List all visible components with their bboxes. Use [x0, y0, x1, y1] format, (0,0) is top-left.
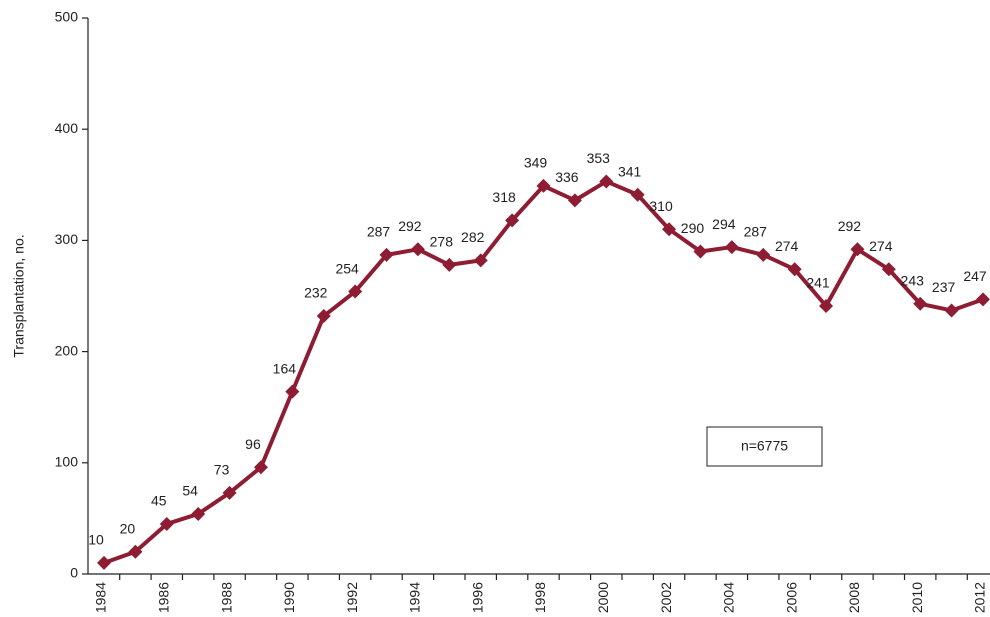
data-line: [103, 179, 984, 565]
y-tick-label: 500: [55, 9, 79, 25]
annotation: n=6775: [741, 438, 788, 454]
data-point: [662, 222, 677, 237]
data-point: [442, 257, 457, 272]
value-label: 292: [838, 218, 862, 234]
data-point: [97, 555, 111, 570]
annotation-box: [706, 426, 823, 467]
data-point: [724, 240, 739, 255]
x-tick-label: 2002: [658, 582, 674, 613]
x-tick-label: 1986: [155, 582, 171, 613]
value-label: 287: [367, 224, 391, 240]
value-label: 294: [712, 216, 736, 232]
x-tick-label: 1996: [469, 582, 485, 613]
value-label: 232: [304, 285, 328, 301]
y-tick-label: 300: [55, 231, 79, 247]
y-tick-label: 100: [55, 454, 79, 470]
data-point: [630, 187, 645, 202]
value-label: 241: [806, 275, 830, 291]
data-point: [191, 506, 206, 521]
value-label: 54: [182, 483, 198, 499]
data-point: [253, 460, 268, 475]
data-point: [850, 242, 865, 257]
x-tick-label: 2000: [595, 582, 611, 613]
value-label: 73: [214, 462, 230, 478]
value-label: 349: [524, 155, 548, 171]
x-tick-label: 2010: [909, 582, 925, 613]
data-point: [976, 292, 990, 307]
data-point: [379, 247, 394, 262]
y-tick-label: 200: [55, 342, 79, 358]
data-point: [944, 303, 959, 318]
value-label: 290: [681, 220, 705, 236]
value-label: 247: [963, 268, 987, 284]
x-tick-label: 1984: [93, 582, 109, 613]
data-point: [222, 485, 237, 500]
value-label: 237: [932, 279, 956, 295]
data-point: [599, 174, 614, 189]
data-point: [819, 299, 834, 314]
data-point: [410, 242, 425, 257]
value-label: 336: [555, 169, 579, 185]
data-point: [693, 244, 708, 259]
value-label: 292: [398, 218, 422, 234]
y-tick-label: 0: [70, 565, 78, 581]
data-point: [348, 284, 363, 299]
data-point: [913, 296, 928, 311]
value-label: 278: [430, 234, 454, 250]
value-label: 274: [775, 238, 799, 254]
value-label: 10: [88, 532, 104, 548]
x-tick-label: 1998: [532, 582, 548, 613]
data-point: [505, 213, 520, 228]
value-label: 20: [120, 520, 136, 536]
value-label: 318: [492, 189, 516, 205]
data-point: [787, 262, 802, 277]
value-label: 164: [273, 360, 297, 376]
value-label: 287: [744, 224, 768, 240]
value-label: 45: [151, 493, 167, 509]
x-tick-label: 2008: [846, 582, 862, 613]
data-point: [128, 544, 143, 559]
value-label: 243: [901, 272, 925, 288]
data-point: [473, 253, 488, 268]
data-point: [756, 247, 771, 262]
data-point: [536, 178, 551, 193]
value-label: 282: [461, 229, 485, 245]
data-point: [159, 516, 174, 531]
x-tick-label: 1992: [344, 582, 360, 613]
value-label: 274: [869, 238, 893, 254]
x-tick-label: 1990: [281, 582, 297, 613]
data-point: [316, 309, 331, 324]
value-label: 353: [587, 150, 611, 166]
value-label: 310: [649, 198, 673, 214]
data-point: [881, 262, 896, 277]
value-label: 341: [618, 164, 642, 180]
y-tick-label: 400: [55, 120, 79, 136]
x-tick-label: 2012: [972, 582, 988, 613]
y-axis-label: Transplantation, no.: [11, 234, 27, 357]
x-tick-label: 2006: [783, 582, 799, 613]
value-label: 96: [245, 436, 261, 452]
data-point: [567, 193, 582, 208]
data-point: [285, 384, 300, 399]
value-label: 254: [335, 260, 359, 276]
x-tick-label: 2004: [721, 582, 737, 613]
x-tick-label: 1988: [218, 582, 234, 613]
x-tick-label: 1994: [407, 582, 423, 613]
